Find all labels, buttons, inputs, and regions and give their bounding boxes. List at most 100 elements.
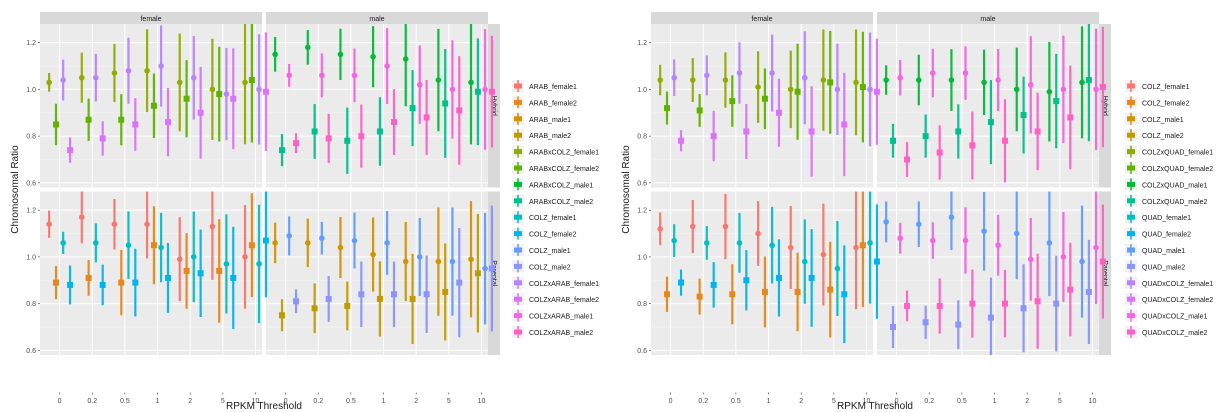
data-point — [897, 74, 903, 81]
legend-label: COLZxQUAD_female1 — [1142, 150, 1213, 157]
legend-key — [1127, 313, 1135, 319]
data-point — [853, 79, 859, 86]
data-point — [820, 77, 827, 83]
data-point — [158, 63, 164, 69]
legend-label: COLZ_male1 — [529, 248, 571, 255]
y-tick-label: 1.0 — [637, 87, 647, 94]
legend-label: COLZxQUAD_male2 — [1142, 199, 1207, 206]
data-point — [409, 295, 416, 302]
data-point — [67, 147, 74, 154]
data-point — [216, 267, 223, 274]
data-point — [736, 70, 743, 76]
data-point — [384, 240, 390, 246]
data-point — [272, 240, 278, 246]
data-point — [873, 88, 880, 95]
panel-background — [651, 24, 873, 188]
data-point — [834, 86, 841, 93]
legend-label: ARABxCOLZ_female2 — [529, 166, 599, 173]
legend-key — [514, 165, 522, 171]
x-tick-label: 10 — [1089, 398, 1097, 405]
data-point — [230, 274, 237, 281]
data-point — [93, 74, 99, 81]
data-point — [883, 219, 889, 225]
data-point — [370, 251, 376, 258]
legend-label: COLZxQUAD_female2 — [1142, 166, 1213, 173]
data-point — [827, 286, 834, 293]
data-point — [286, 233, 292, 239]
data-point — [474, 88, 481, 95]
data-point — [78, 74, 85, 81]
data-point — [1093, 244, 1099, 251]
x-tick-label: 0 — [669, 398, 673, 405]
legend-label: QUAD_female2 — [1142, 232, 1191, 239]
data-point — [325, 135, 332, 142]
legend-key — [1127, 132, 1135, 138]
data-point — [729, 291, 736, 298]
data-point — [197, 109, 204, 116]
data-point — [962, 70, 969, 76]
data-point — [278, 312, 285, 319]
data-point — [981, 79, 987, 86]
legend-key — [514, 296, 522, 302]
data-point — [710, 281, 717, 288]
legend-label: COLZxARAB_female1 — [529, 281, 599, 288]
y-tick-label: 1.2 — [26, 40, 36, 47]
y-tick-label: 0.8 — [26, 134, 36, 141]
legend-label: QUADxCOLZ_female2 — [1142, 297, 1213, 304]
data-point — [1093, 86, 1099, 93]
legend-label: COLZ_male1 — [1142, 117, 1184, 124]
data-point — [775, 274, 782, 281]
data-point — [889, 323, 896, 330]
data-point — [223, 261, 230, 267]
legend-key — [1127, 280, 1135, 286]
data-point — [1020, 112, 1027, 119]
legend-label: ARAB_male1 — [529, 117, 571, 124]
x-tick-label: 0.5 — [957, 398, 967, 405]
data-point — [286, 72, 292, 79]
legend-label: ARAB_female1 — [529, 84, 577, 91]
data-point — [183, 267, 190, 274]
data-point — [1079, 79, 1085, 86]
legend-label: COLZ_male2 — [529, 264, 571, 271]
data-point — [696, 293, 703, 300]
data-point — [1060, 86, 1067, 93]
data-point — [755, 84, 761, 90]
data-point — [442, 100, 449, 107]
data-point — [859, 242, 866, 249]
x-tick-label: 1 — [993, 398, 997, 405]
data-point — [1001, 137, 1008, 144]
data-point — [67, 281, 74, 288]
panel-background — [877, 191, 1099, 355]
legend-key — [1127, 247, 1135, 253]
facet-label-hybrid: Hybrid — [1101, 96, 1108, 116]
legend-label: COLZ_female2 — [529, 232, 577, 239]
data-point — [1013, 230, 1020, 237]
data-point — [1099, 258, 1106, 265]
panel-background — [651, 191, 873, 355]
data-point — [801, 258, 808, 265]
data-point — [132, 279, 139, 286]
data-point — [262, 88, 269, 95]
panel-background — [266, 24, 488, 188]
x-tick-label: 5 — [1058, 398, 1062, 405]
data-point — [416, 81, 423, 88]
y-tick-label: 1.2 — [26, 208, 36, 215]
legend-key — [1127, 263, 1135, 269]
data-point — [897, 235, 903, 242]
data-point — [1020, 305, 1027, 312]
data-point — [801, 74, 808, 81]
data-point — [304, 44, 311, 51]
legend-label: ARAB_female2 — [529, 100, 577, 107]
data-point — [663, 291, 670, 298]
legend-key — [514, 116, 522, 122]
y-tick-label: 0.6 — [637, 348, 647, 355]
legend-label: COLZxARAB_male2 — [529, 330, 593, 337]
legend: COLZ_female1 COLZ_female2 COLZ_male1 COLZ_m… — [1125, 80, 1213, 338]
data-point — [915, 221, 922, 227]
data-point — [111, 70, 118, 76]
data-point — [704, 72, 710, 79]
data-point — [1013, 86, 1020, 93]
data-point — [488, 265, 495, 272]
y-tick-label: 1.0 — [26, 254, 36, 261]
data-point — [93, 240, 99, 246]
